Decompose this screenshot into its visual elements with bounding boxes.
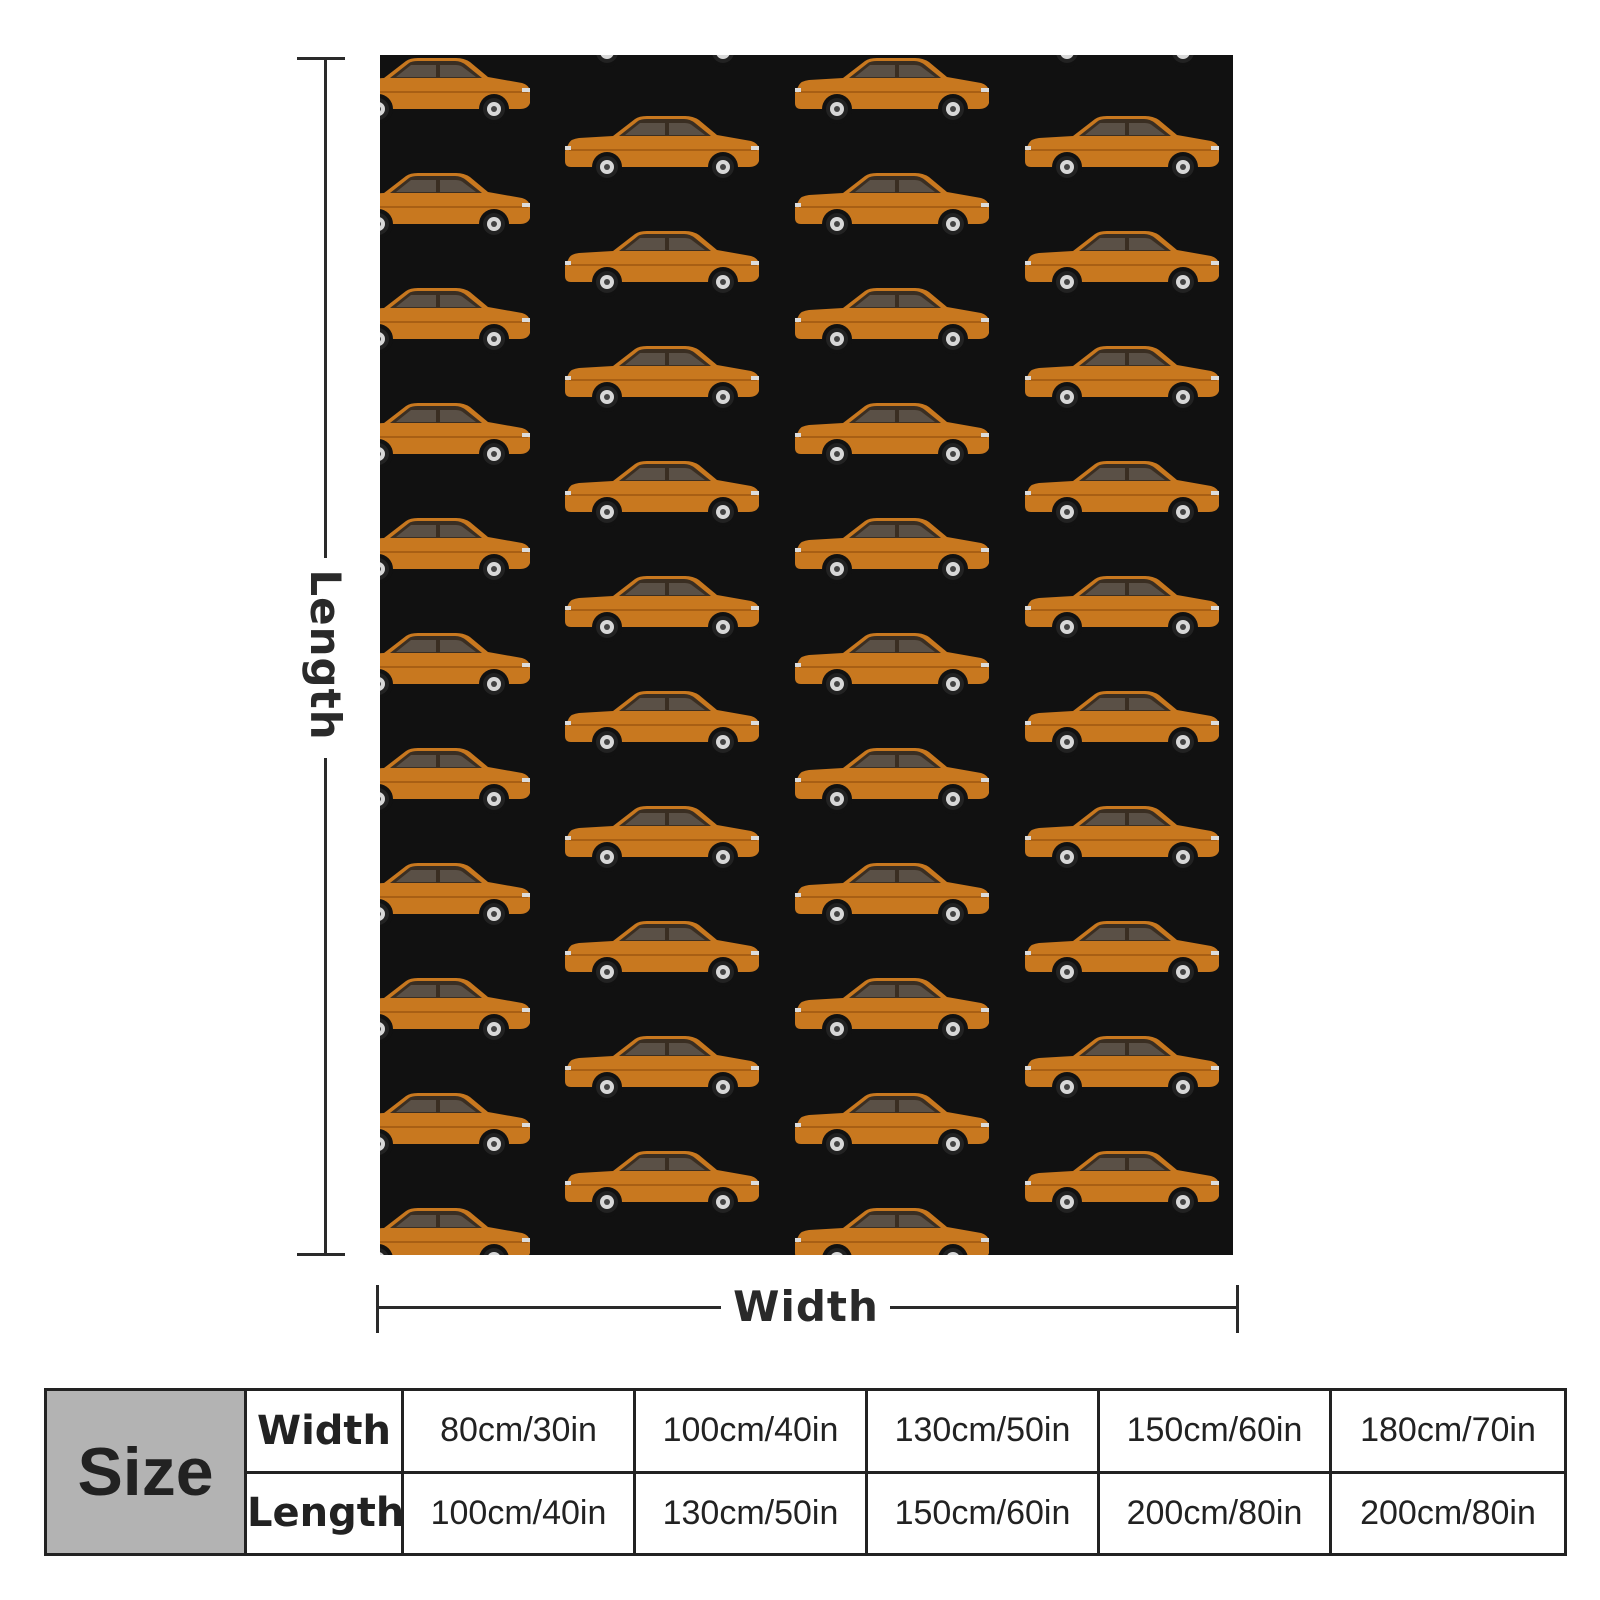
- car-icon: [380, 1093, 530, 1159]
- car-icon: [795, 1093, 989, 1159]
- length-label: Length: [304, 569, 346, 740]
- width-right-tick: [1236, 1285, 1239, 1333]
- length-cell: 100cm/40in: [403, 1472, 635, 1555]
- width-cell: 130cm/50in: [867, 1390, 1099, 1473]
- length-line-lower: [324, 758, 327, 1254]
- car-icon: [795, 288, 989, 354]
- car-icon: [565, 461, 759, 527]
- car-icon: [380, 978, 530, 1044]
- car-icon: [380, 403, 530, 469]
- car-icon: [1025, 55, 1219, 67]
- car-icon: [565, 576, 759, 642]
- size-header: Size: [46, 1390, 246, 1555]
- car-icon: [1025, 691, 1219, 757]
- length-cell: 200cm/80in: [1099, 1472, 1331, 1555]
- size-table: Size Width 80cm/30in 100cm/40in 130cm/50…: [44, 1388, 1567, 1556]
- length-bottom-tick: [297, 1253, 345, 1256]
- car-icon: [565, 691, 759, 757]
- width-cell: 180cm/70in: [1331, 1390, 1566, 1473]
- width-label: Width: [733, 1286, 879, 1328]
- car-icon: [380, 518, 530, 584]
- car-icon: [565, 1036, 759, 1102]
- length-line-upper: [324, 58, 327, 558]
- car-icon: [380, 863, 530, 929]
- width-line-left: [377, 1306, 721, 1309]
- car-icon: [1025, 116, 1219, 182]
- table-row-length: Length 100cm/40in 130cm/50in 150cm/60in …: [46, 1472, 1566, 1555]
- car-icon: [795, 863, 989, 929]
- car-icon: [565, 921, 759, 987]
- car-icon: [1025, 1151, 1219, 1217]
- car-icon: [565, 346, 759, 412]
- length-top-tick: [297, 57, 345, 60]
- car-icon: [380, 288, 530, 354]
- car-icon: [380, 173, 530, 239]
- car-icon: [565, 116, 759, 182]
- car-pattern: [380, 55, 1233, 1255]
- width-row-header: Width: [246, 1390, 403, 1473]
- length-cell: 200cm/80in: [1331, 1472, 1566, 1555]
- car-icon: [565, 55, 759, 67]
- width-cell: 80cm/30in: [403, 1390, 635, 1473]
- car-icon: [1025, 346, 1219, 412]
- car-icon: [1025, 461, 1219, 527]
- car-icon: [565, 231, 759, 297]
- car-icon: [380, 1208, 530, 1255]
- car-icon: [1025, 921, 1219, 987]
- car-icon: [795, 978, 989, 1044]
- blanket-image: [380, 55, 1233, 1255]
- car-icon: [380, 58, 530, 124]
- width-line-right: [890, 1306, 1237, 1309]
- car-icon: [795, 1208, 989, 1255]
- car-icon: [795, 58, 989, 124]
- car-icon: [795, 633, 989, 699]
- car-icon: [1025, 576, 1219, 642]
- car-icon: [380, 748, 530, 814]
- car-icon: [795, 173, 989, 239]
- width-left-tick: [376, 1285, 379, 1333]
- car-icon: [1025, 231, 1219, 297]
- table-row-width: Size Width 80cm/30in 100cm/40in 130cm/50…: [46, 1390, 1566, 1473]
- car-icon: [1025, 1036, 1219, 1102]
- length-row-header: Length: [246, 1472, 403, 1555]
- width-cell: 150cm/60in: [1099, 1390, 1331, 1473]
- car-icon: [795, 518, 989, 584]
- car-icon: [380, 633, 530, 699]
- car-icon: [565, 1151, 759, 1217]
- car-icon: [1025, 806, 1219, 872]
- length-cell: 130cm/50in: [635, 1472, 867, 1555]
- length-cell: 150cm/60in: [867, 1472, 1099, 1555]
- width-cell: 100cm/40in: [635, 1390, 867, 1473]
- car-icon: [795, 403, 989, 469]
- car-icon: [795, 748, 989, 814]
- car-icon: [565, 806, 759, 872]
